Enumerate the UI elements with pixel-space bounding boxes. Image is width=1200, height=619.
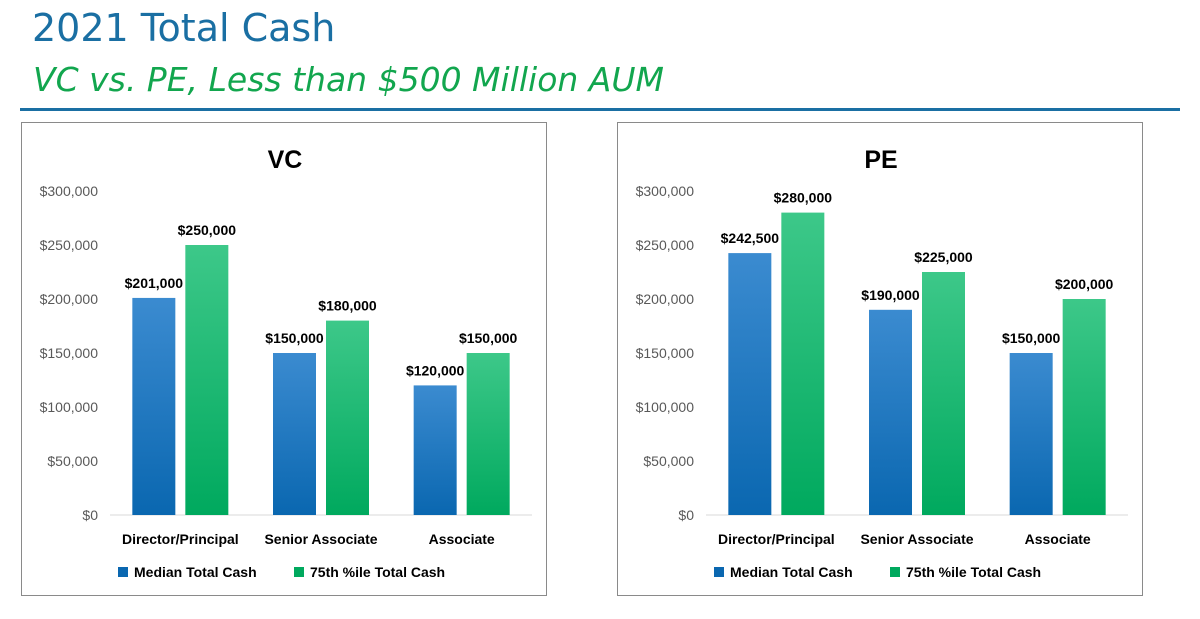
pe-y-tick-label: $150,000 [636, 345, 695, 361]
vc-bar-p75 [185, 245, 229, 515]
pe-legend-label-p75: 75th %ile Total Cash [906, 564, 1041, 580]
pe-chart-panel: PE $0 $50,000 $100,000 $150,000 $200,000 $250,… [617, 122, 1143, 596]
pe-y-tick-label: $50,000 [643, 453, 694, 469]
vc-legend-swatch-median [118, 567, 128, 577]
vc-data-label: $120,000 [406, 362, 465, 378]
pe-bar-median [1009, 353, 1053, 515]
pe-bar-median [869, 309, 912, 515]
vc-data-label: $201,000 [125, 275, 184, 291]
pe-bar-p75 [1062, 299, 1106, 515]
vc-bar-median [413, 385, 457, 515]
pe-bar-p75 [922, 272, 965, 515]
vc-bar-median [273, 353, 316, 515]
pe-y-tick-label: $200,000 [636, 291, 695, 307]
pe-legend-swatch-median [714, 567, 724, 577]
vc-y-tick-label: $250,000 [40, 237, 99, 253]
vc-chart-panel: VC $0 $50,000 $100,000 $150,000 $200,000 $250,… [21, 122, 547, 596]
vc-y-tick-label: $0 [82, 507, 98, 523]
vc-bar-p75 [326, 320, 369, 515]
pe-category-label: Senior Associate [860, 531, 973, 547]
pe-y-tick-label: $100,000 [636, 399, 695, 415]
pe-data-label: $225,000 [914, 249, 973, 265]
pe-chart-title: PE [864, 146, 897, 174]
pe-bar-median [728, 253, 772, 515]
page-subtitle: VC vs. PE, Less than $500 Million AUM [33, 60, 664, 99]
pe-bar-chart: PE $0 $50,000 $100,000 $150,000 $200,000 $250,… [636, 146, 1128, 580]
vc-legend-label-p75: 75th %ile Total Cash [310, 564, 445, 580]
pe-y-tick-label: $0 [678, 507, 694, 523]
vc-data-label: $180,000 [318, 298, 377, 314]
pe-legend-swatch-p75 [890, 567, 900, 577]
pe-data-label: $150,000 [1002, 330, 1061, 346]
pe-legend-label-median: Median Total Cash [730, 564, 853, 580]
vc-category-label: Associate [429, 531, 495, 547]
pe-y-tick-label: $300,000 [636, 183, 695, 199]
vc-data-label: $250,000 [178, 222, 237, 238]
vc-data-label: $150,000 [265, 330, 324, 346]
vc-y-tick-label: $300,000 [40, 183, 99, 199]
vc-bar-median [132, 297, 176, 515]
pe-category-label: Associate [1025, 531, 1091, 547]
pe-bar-p75 [781, 212, 825, 515]
vc-y-tick-label: $150,000 [40, 345, 99, 361]
vc-bar-p75 [466, 353, 510, 515]
pe-data-label: $190,000 [861, 287, 920, 303]
vc-y-tick-label: $200,000 [40, 291, 99, 307]
pe-y-tick-label: $250,000 [636, 237, 695, 253]
header-divider [20, 108, 1180, 111]
vc-y-tick-label: $50,000 [47, 453, 98, 469]
pe-category-label: Director/Principal [718, 531, 835, 547]
page-title: 2021 Total Cash [32, 6, 336, 50]
vc-category-label: Director/Principal [122, 531, 239, 547]
vc-legend-swatch-p75 [294, 567, 304, 577]
vc-chart-title: VC [268, 146, 303, 174]
vc-y-tick-label: $100,000 [40, 399, 99, 415]
vc-legend-label-median: Median Total Cash [134, 564, 257, 580]
pe-data-label: $280,000 [774, 190, 833, 206]
pe-data-label: $242,500 [721, 230, 780, 246]
vc-category-label: Senior Associate [264, 531, 377, 547]
vc-bar-chart: VC $0 $50,000 $100,000 $150,000 $200,000 $250,… [40, 146, 532, 580]
vc-data-label: $150,000 [459, 330, 518, 346]
pe-data-label: $200,000 [1055, 276, 1114, 292]
